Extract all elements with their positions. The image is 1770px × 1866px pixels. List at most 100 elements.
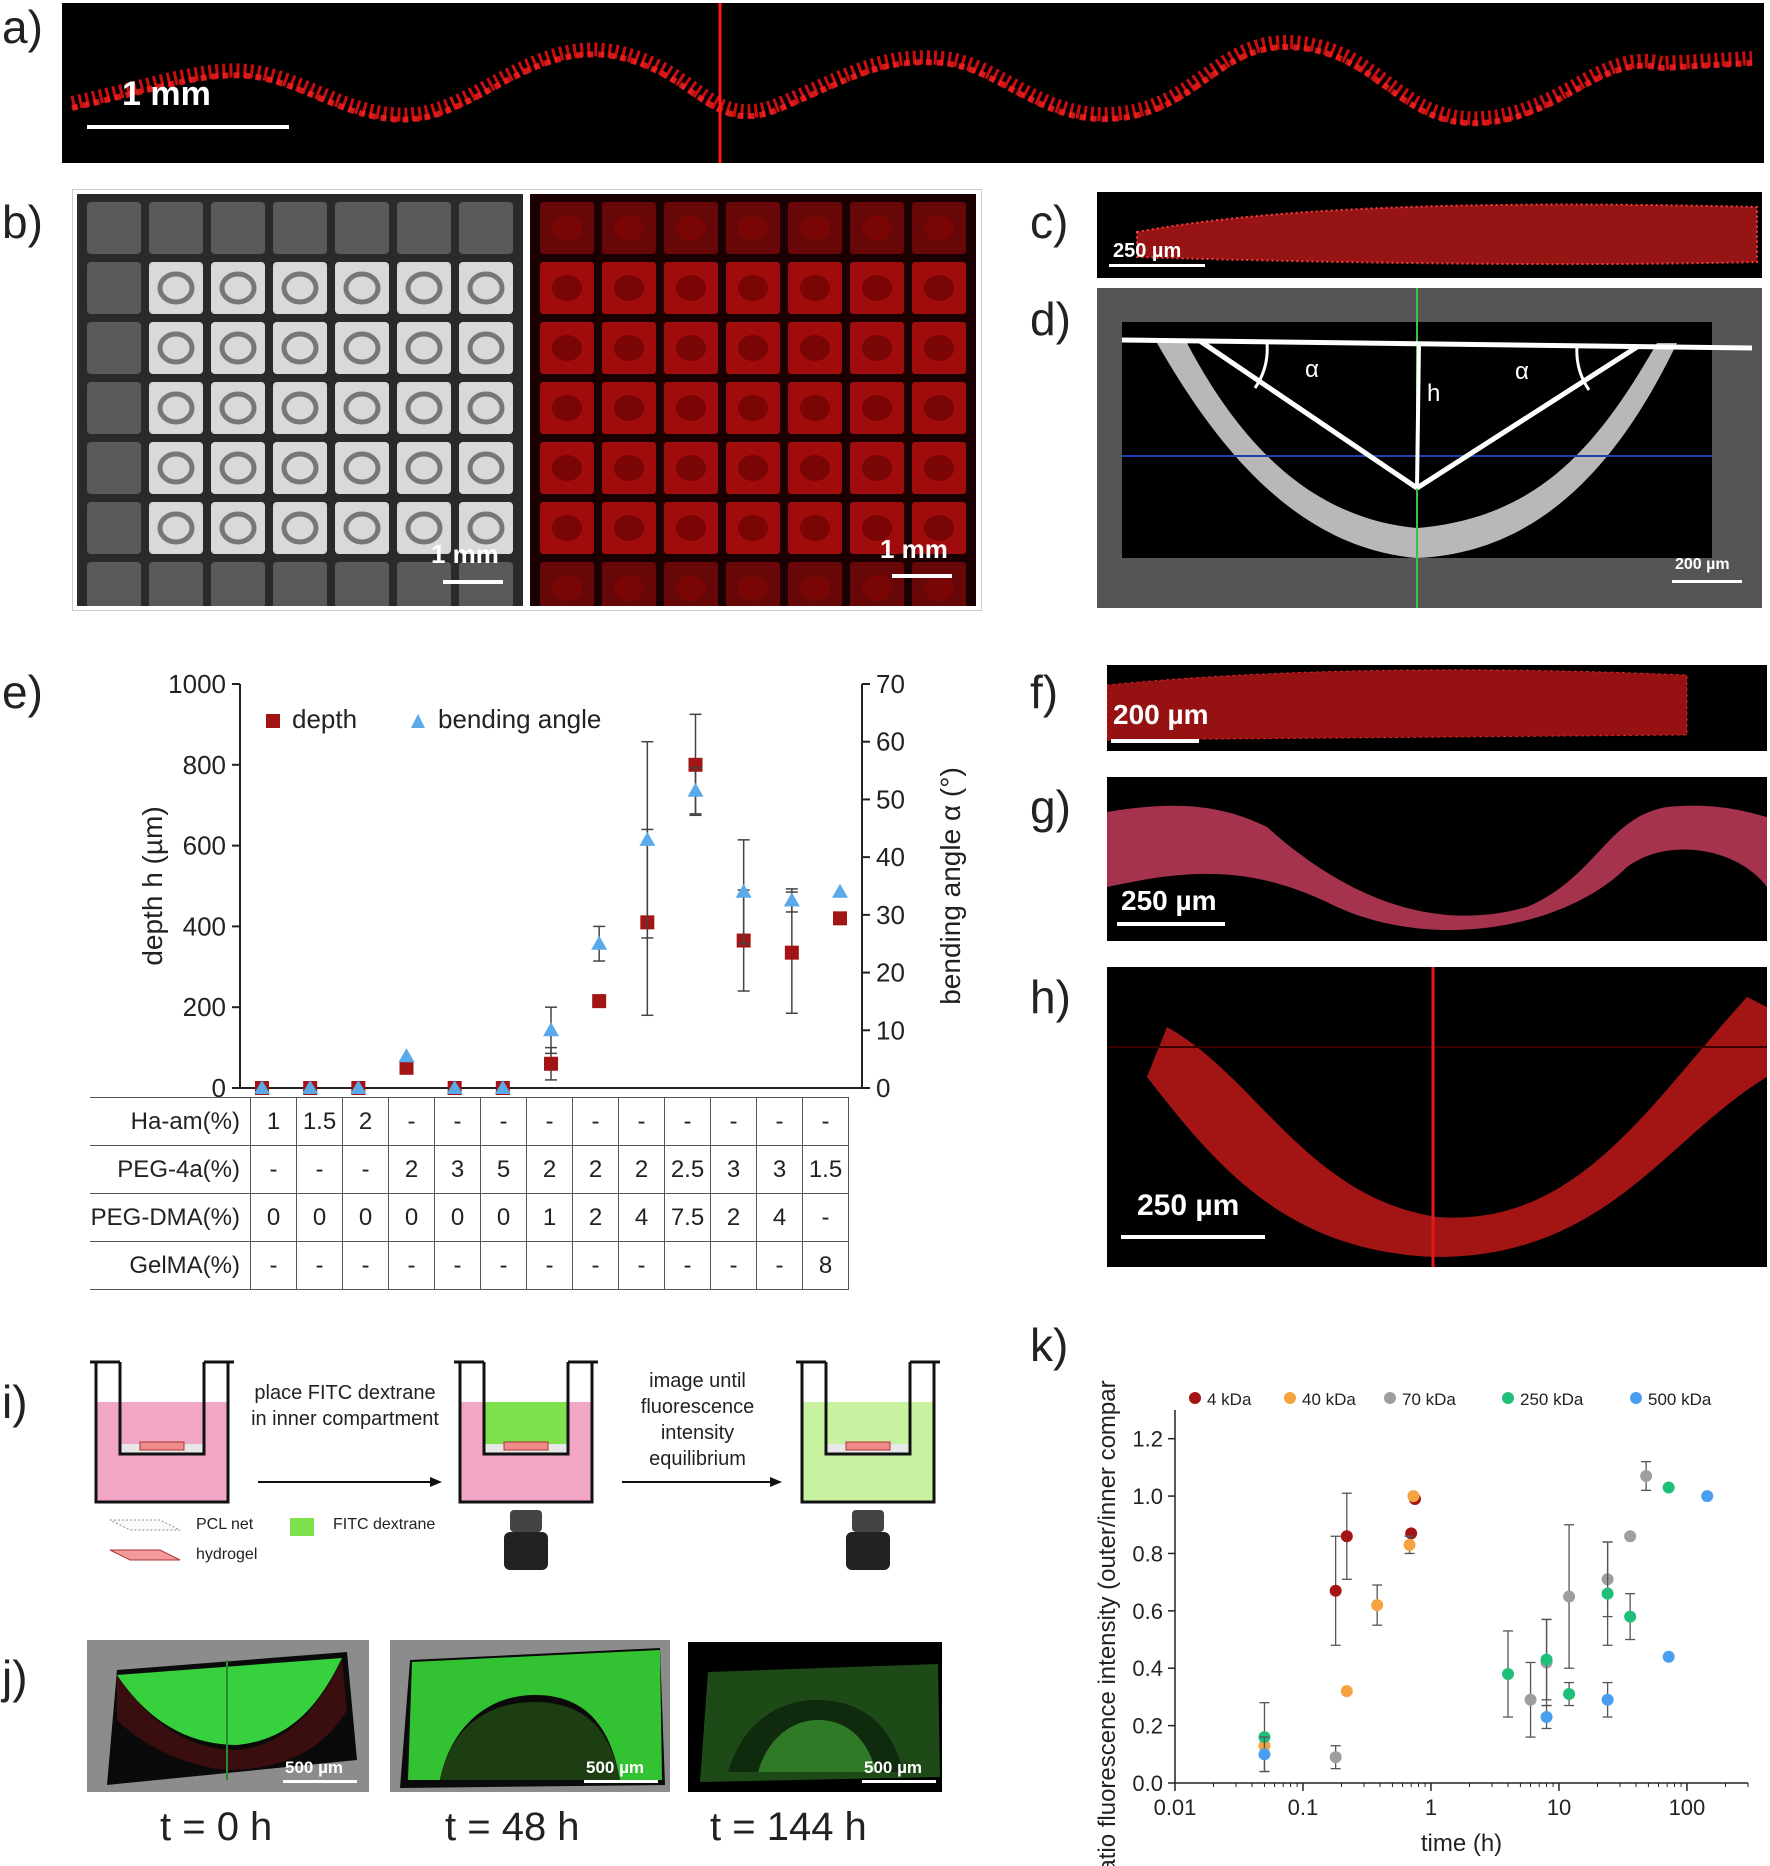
table-cell: - bbox=[388, 1097, 435, 1146]
table-cell: - bbox=[618, 1241, 665, 1290]
table-cell: 4 bbox=[756, 1193, 803, 1242]
depth-point bbox=[784, 945, 799, 960]
y2-tick-label: 10 bbox=[876, 1015, 905, 1045]
y2-tick-label: 0 bbox=[876, 1073, 890, 1103]
depth-point bbox=[544, 1056, 558, 1071]
y-tick-label: 200 bbox=[183, 992, 226, 1022]
table-cell: 1.5 bbox=[802, 1145, 849, 1194]
legend-fitc-label: FITC dextrane bbox=[333, 1516, 436, 1533]
panel-label-e: e) bbox=[2, 666, 43, 718]
y-tick-label: 1.2 bbox=[1132, 1427, 1163, 1452]
table-cell: - bbox=[710, 1097, 757, 1146]
table-cell: - bbox=[802, 1193, 849, 1242]
table-row-label: PEG-4a(%) bbox=[90, 1145, 251, 1194]
table-cell: 1.5 bbox=[296, 1097, 343, 1146]
scale-bar-label-j1: 500 µm bbox=[285, 1758, 343, 1777]
y2-tick-label: 50 bbox=[876, 784, 905, 814]
scale-bar-label-c: 250 µm bbox=[1113, 240, 1182, 262]
h-label: h bbox=[1427, 380, 1441, 407]
legend-label: 4 kDa bbox=[1207, 1390, 1252, 1409]
scale-bar-b-right bbox=[892, 574, 952, 578]
panel-d-image: α α h 200 µm bbox=[1097, 288, 1762, 608]
y-tick-label: 0.6 bbox=[1132, 1599, 1163, 1624]
y-tick-label: 1000 bbox=[168, 669, 226, 699]
table-cell: 0 bbox=[480, 1193, 527, 1242]
data-point bbox=[1371, 1599, 1384, 1612]
table-cell: 2 bbox=[342, 1097, 389, 1146]
table-cell: - bbox=[710, 1241, 757, 1290]
panel-c-image: 250 µm bbox=[1097, 192, 1762, 278]
table-cell: 2 bbox=[618, 1145, 665, 1194]
y2-tick-label: 60 bbox=[876, 727, 905, 757]
table-cell: - bbox=[296, 1241, 343, 1290]
panel-b-fluorescence: 1 mm bbox=[530, 194, 976, 606]
panel-a-image: 1 mm bbox=[62, 3, 1764, 163]
panel-label-a: a) bbox=[2, 1, 43, 53]
y-tick-label: 0 bbox=[212, 1073, 226, 1103]
panel-j-48h-render bbox=[400, 1648, 665, 1788]
y-tick-label: 600 bbox=[183, 831, 226, 861]
scale-bar-label-a: 1 mm bbox=[122, 75, 211, 113]
scale-bar-label-b-left: 1 mm bbox=[431, 539, 499, 569]
y2-tick-label: 40 bbox=[876, 842, 905, 872]
y-axis-label: ratio fluorescence intensity (outer/inne… bbox=[1094, 1380, 1121, 1866]
data-point bbox=[1624, 1610, 1637, 1623]
panel-g-image: 250 µm bbox=[1107, 777, 1767, 941]
panel-h-image: 250 µm bbox=[1107, 967, 1767, 1267]
data-point bbox=[1502, 1667, 1515, 1680]
panel-a-wave bbox=[70, 3, 1753, 163]
panel-label-j: j) bbox=[2, 1651, 28, 1703]
step1-label: place FITC dextrane in inner compartment bbox=[251, 1382, 439, 1430]
legend-label: 70 kDa bbox=[1402, 1390, 1456, 1409]
scale-bar-c bbox=[1109, 264, 1205, 267]
data-point bbox=[1340, 1685, 1353, 1698]
x-axis-label: time (h) bbox=[1421, 1830, 1502, 1857]
table-cell: - bbox=[250, 1241, 297, 1290]
y-tick-label: 800 bbox=[183, 750, 226, 780]
panel-label-d: d) bbox=[1030, 293, 1071, 345]
data-point bbox=[1540, 1653, 1553, 1666]
legend-marker bbox=[1630, 1392, 1642, 1404]
panel-h-band bbox=[1107, 967, 1767, 1267]
panel-i-diagram bbox=[90, 1360, 940, 1570]
data-point bbox=[1701, 1490, 1714, 1503]
scale-bar-h bbox=[1121, 1235, 1265, 1239]
table-row: GelMA(%) - - - - - - - - - - - -8 bbox=[90, 1241, 849, 1290]
scale-bar-label-b-right: 1 mm bbox=[880, 534, 948, 564]
table-cell: 2 bbox=[572, 1193, 619, 1242]
table-cell: 3 bbox=[710, 1145, 757, 1194]
data-point bbox=[1329, 1751, 1342, 1764]
table-cell: - bbox=[572, 1241, 619, 1290]
parameter-table: Ha-am(%) 1 1.5 2- - - - - - - - - - PEG-4a(%) - - -2 3 5 2 2… bbox=[90, 1097, 849, 1290]
legend-label: 500 kDa bbox=[1648, 1390, 1712, 1409]
data-point bbox=[1405, 1527, 1418, 1540]
legend-pcl-label: PCL net bbox=[196, 1516, 254, 1533]
scale-bar-label-g: 250 µm bbox=[1121, 885, 1217, 916]
panel-label-b: b) bbox=[2, 196, 43, 248]
data-point bbox=[1563, 1688, 1576, 1701]
angle-point bbox=[302, 1080, 319, 1094]
angle-point bbox=[494, 1080, 511, 1094]
table-cell: - bbox=[434, 1097, 481, 1146]
time-label-144h: t = 144 h bbox=[710, 1805, 867, 1849]
panel-c-band bbox=[1136, 203, 1758, 266]
panel-j-0h-render bbox=[107, 1652, 357, 1785]
panel-label-f: f) bbox=[1030, 666, 1059, 718]
scale-bar-d bbox=[1672, 580, 1742, 583]
table-cell: - bbox=[434, 1241, 481, 1290]
scale-bar-j2 bbox=[584, 1780, 658, 1783]
x-tick-label: 0.01 bbox=[1154, 1795, 1197, 1820]
y2-tick-label: 20 bbox=[876, 958, 905, 988]
data-point bbox=[1258, 1748, 1271, 1761]
panel-d-geometry bbox=[1121, 288, 1753, 608]
table-row: PEG-DMA(%) 0 0 0 0 0 0 1 2 4 7.5 2 4- bbox=[90, 1193, 849, 1242]
table-cell: - bbox=[526, 1241, 573, 1290]
table-cell: - bbox=[250, 1145, 297, 1194]
y2-tick-label: 70 bbox=[876, 669, 905, 699]
alpha-label-right: α bbox=[1515, 358, 1529, 385]
legend-marker bbox=[1502, 1392, 1514, 1404]
x-tick-label: 100 bbox=[1669, 1795, 1706, 1820]
data-point bbox=[1403, 1538, 1416, 1551]
table-cell: - bbox=[756, 1097, 803, 1146]
legend-label: 250 kDa bbox=[1520, 1390, 1584, 1409]
